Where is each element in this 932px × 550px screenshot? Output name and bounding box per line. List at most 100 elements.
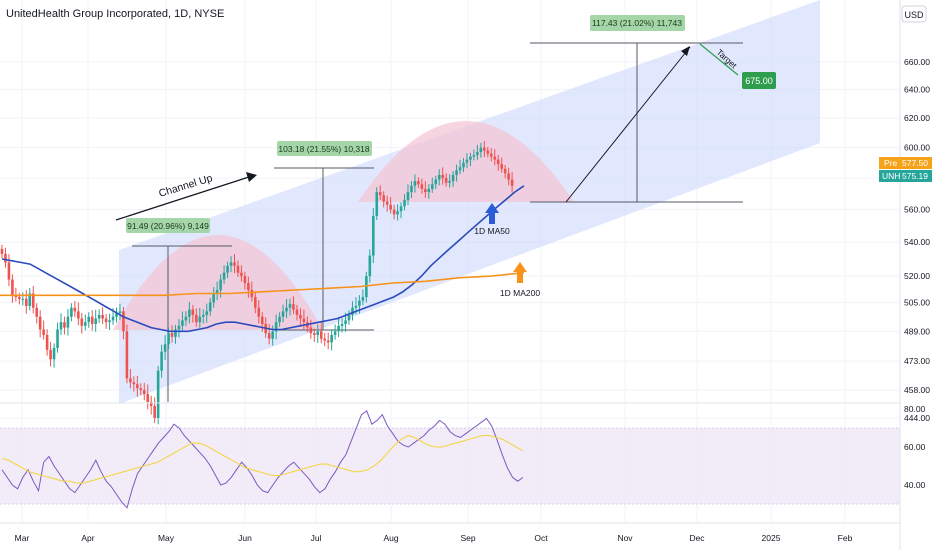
candle-body <box>163 344 167 352</box>
candle-body <box>333 331 337 335</box>
candle-body <box>38 316 42 330</box>
candle-body <box>354 305 358 308</box>
candle-body <box>191 309 195 315</box>
rsi-tick-label: 80.00 <box>904 404 926 414</box>
candle-body <box>247 283 250 291</box>
candle-body <box>24 298 28 306</box>
candle-body <box>181 320 184 326</box>
pre-market-tag <box>879 157 932 169</box>
candle-body <box>63 322 66 328</box>
candle-body <box>136 384 139 389</box>
candle-body <box>4 253 7 263</box>
channel-arrow-line <box>115 175 253 221</box>
candle-body <box>434 179 438 185</box>
candle-body <box>396 211 399 215</box>
candle-body <box>375 192 379 216</box>
candle-body <box>319 331 323 339</box>
candle-body <box>83 322 87 326</box>
pre-market-tag-label: Pre <box>884 158 898 168</box>
candle-body <box>208 302 212 312</box>
candle-body <box>115 313 118 317</box>
candle-body <box>344 320 347 324</box>
candle-body <box>260 316 264 324</box>
candle-body <box>90 316 94 324</box>
candle-body <box>167 333 170 345</box>
candle-body <box>73 307 77 312</box>
time-tick-label: Jul <box>311 533 322 543</box>
candle-body <box>132 382 136 385</box>
price-tick-label: 444.00 <box>904 413 930 423</box>
price-tick-label: 458.00 <box>904 385 930 395</box>
candle-body <box>351 307 354 315</box>
currency-label: USD <box>904 10 924 20</box>
time-tick-label: Nov <box>617 533 633 543</box>
time-axis[interactable]: Mar Apr May Jun Jul Aug Sep Oct Nov Dec 2025 Feb <box>15 533 853 543</box>
time-tick-label: Dec <box>689 533 705 543</box>
candle-body <box>399 206 403 212</box>
candle-body <box>229 262 233 266</box>
candle-body <box>510 179 514 186</box>
candle-body <box>496 159 500 165</box>
candle-body <box>455 170 458 175</box>
measure-label-2: 103.18 (21.55%) 10,318 <box>278 144 369 154</box>
ma50-line <box>1 185 525 333</box>
time-tick-label: Oct <box>534 533 548 543</box>
candle-body <box>493 156 497 160</box>
candle-body <box>299 314 302 319</box>
candle-body <box>56 329 59 348</box>
candle-body <box>368 255 372 277</box>
candle-body <box>111 316 115 321</box>
candle-body <box>108 320 111 323</box>
candle-body <box>444 178 448 183</box>
candle-body <box>205 311 209 315</box>
candle-body <box>389 204 392 210</box>
candle-body <box>489 153 493 157</box>
candle-body <box>122 311 125 332</box>
candle-body <box>424 188 427 193</box>
time-tick-label: Feb <box>838 533 853 543</box>
time-tick-label: 2025 <box>762 533 781 543</box>
currency-button[interactable] <box>901 5 927 23</box>
candle-body <box>385 201 389 205</box>
candle-body <box>361 297 365 301</box>
candle-body <box>153 405 156 418</box>
candle-body <box>483 147 486 151</box>
candle-body <box>52 347 56 360</box>
measure-box-1 <box>126 218 210 233</box>
price-tick-label: 640.00 <box>904 85 930 95</box>
candle-body <box>406 192 410 200</box>
candle-body <box>243 276 247 284</box>
candle-body <box>70 307 73 317</box>
time-tick-label: Sep <box>460 533 475 543</box>
ma200-label: 1D MA200 <box>500 288 540 298</box>
moving-averages <box>0 185 527 333</box>
candle-body <box>448 181 451 183</box>
last-price-tag-label: UNH <box>882 171 900 181</box>
measure-label-1: 91.49 (20.96%) 9,149 <box>127 221 209 231</box>
last-price-tag <box>879 170 932 182</box>
measure-box-3 <box>590 15 685 31</box>
candle-body <box>441 174 444 179</box>
candle-body <box>302 318 306 323</box>
candle-body <box>271 331 274 339</box>
candle-body <box>326 340 330 343</box>
arc-left <box>113 235 323 330</box>
time-tick-label: Jun <box>238 533 252 543</box>
candle-body <box>451 174 455 182</box>
target-value-box <box>742 72 776 89</box>
price-tick-label: 473.00 <box>904 356 930 366</box>
target-value: 675.00 <box>745 76 773 86</box>
candle-body <box>486 150 490 154</box>
candle-body <box>0 248 4 254</box>
candle-body <box>274 322 278 332</box>
candle-body <box>156 370 160 418</box>
candle-body <box>14 295 18 298</box>
candle-body <box>371 215 375 256</box>
candle-body <box>285 307 288 312</box>
candle-body <box>347 314 351 321</box>
candle-body <box>222 272 226 280</box>
candle-body <box>337 325 340 332</box>
candle-body <box>476 152 479 156</box>
